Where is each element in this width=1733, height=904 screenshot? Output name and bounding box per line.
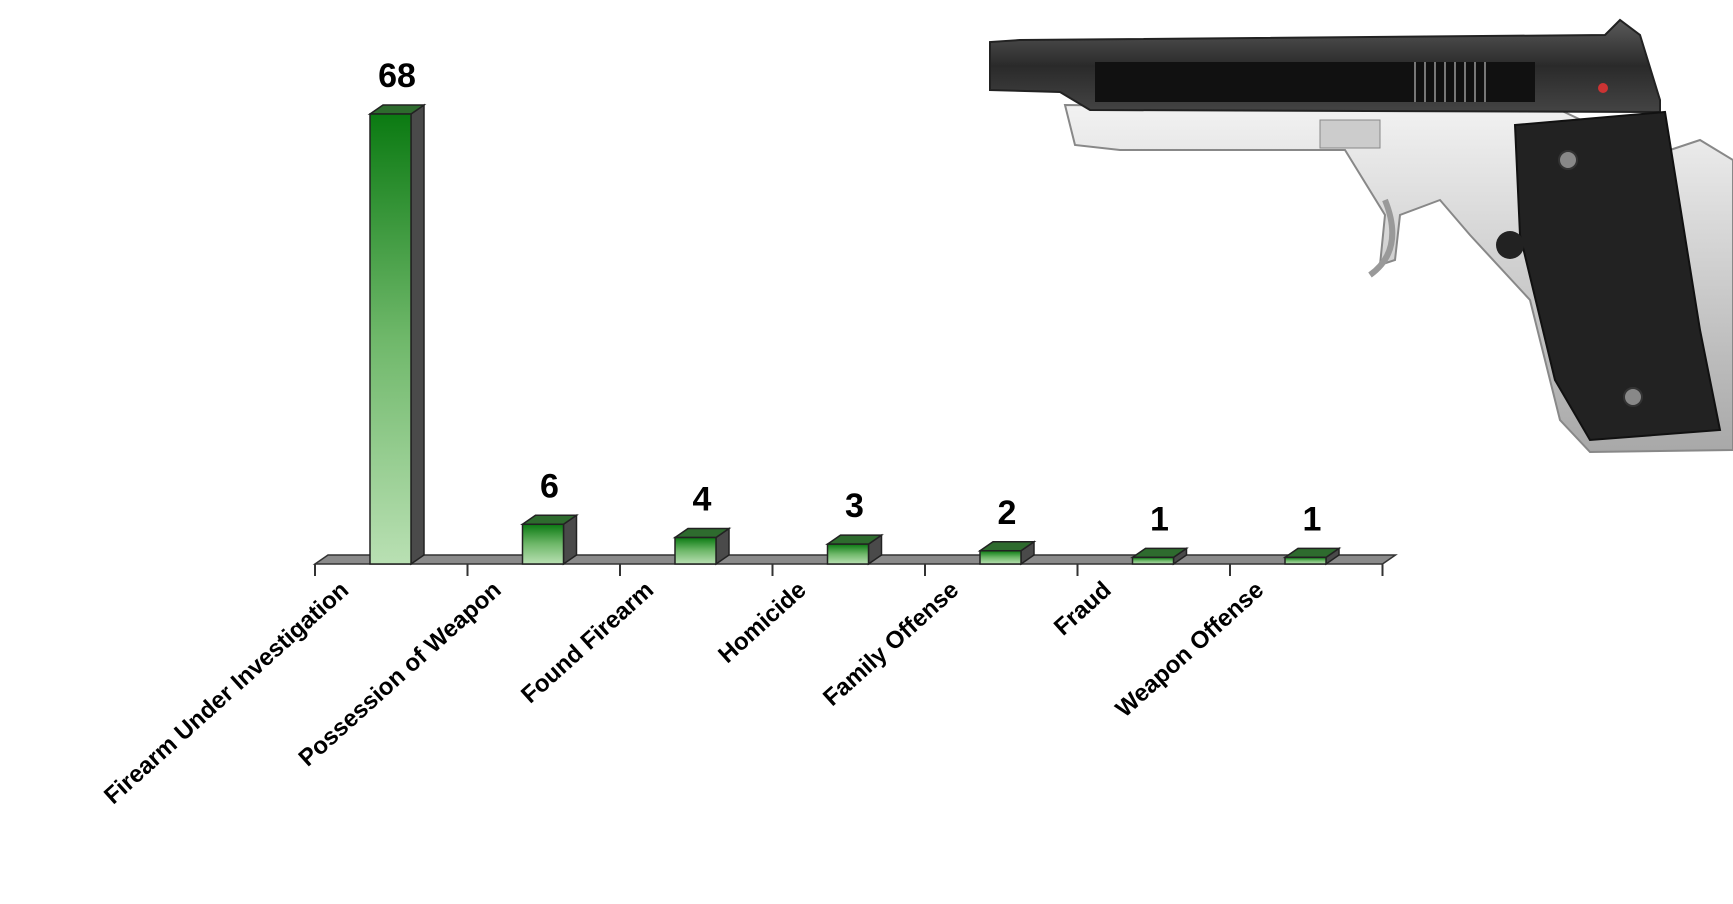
value-label: 2 [998, 494, 1017, 532]
pistol-illustration [989, 18, 1733, 454]
bar [979, 550, 1022, 565]
x-tick-label: Weapon Offense [1111, 576, 1269, 722]
value-label: 3 [845, 487, 864, 525]
bar [674, 536, 717, 565]
x-tick-label: Firearm Under Investigation [99, 576, 354, 809]
value-label: 1 [1303, 500, 1322, 538]
x-tick-label: Found Firearm [516, 576, 659, 708]
x-tick-label: Family Offense [818, 576, 964, 711]
bar [826, 543, 870, 565]
value-label: 4 [693, 481, 712, 519]
bar [1131, 556, 1175, 565]
value-label: 6 [540, 467, 559, 505]
x-tick-label: Fraud [1049, 576, 1117, 641]
bar-side [410, 103, 425, 566]
bar [369, 113, 412, 565]
bar [1284, 556, 1327, 565]
bar [521, 523, 565, 565]
value-label: 1 [1150, 500, 1169, 538]
value-label: 68 [378, 57, 416, 95]
x-tick-label: Homicide [713, 576, 811, 668]
